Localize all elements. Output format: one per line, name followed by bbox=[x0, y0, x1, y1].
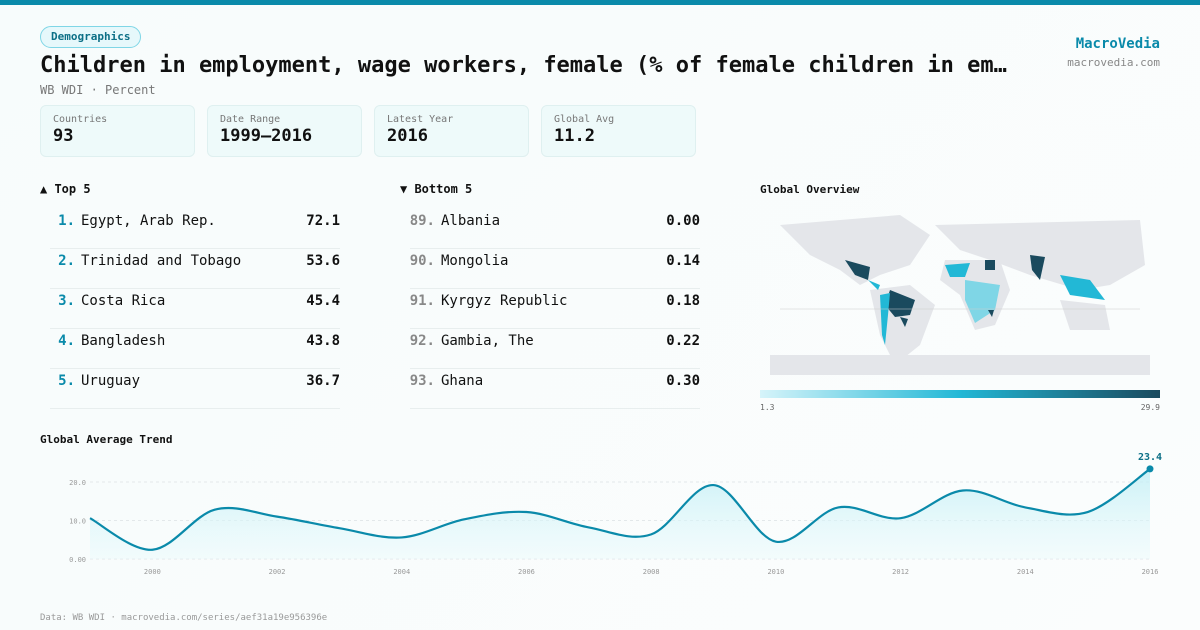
x-tick-label: 2006 bbox=[518, 568, 535, 576]
country-name: Gambia, The bbox=[441, 333, 534, 349]
map-legend-gradient bbox=[760, 390, 1160, 398]
country-name: Uruguay bbox=[81, 373, 141, 389]
country-name: Kyrgyz Republic bbox=[441, 293, 568, 309]
rank: 91. bbox=[409, 293, 435, 309]
country-value: 53.6 bbox=[306, 253, 340, 269]
x-tick-label: 2000 bbox=[144, 568, 161, 576]
stat-value: 93 bbox=[53, 126, 74, 146]
y-tick-label: 10.0 bbox=[69, 518, 86, 526]
y-tick-label: 20.0 bbox=[69, 479, 86, 487]
country-name: Bangladesh bbox=[81, 333, 166, 349]
country-name: Costa Rica bbox=[81, 293, 166, 309]
trend-area bbox=[90, 468, 1150, 559]
x-tick-label: 2004 bbox=[393, 568, 410, 576]
x-tick-label: 2002 bbox=[269, 568, 286, 576]
stat-label: Global Avg bbox=[554, 114, 615, 125]
y-tick-label: 0.00 bbox=[69, 556, 86, 564]
brand-name: MacroVedia bbox=[1075, 36, 1160, 52]
x-tick-label: 2016 bbox=[1142, 568, 1159, 576]
last-value-label: 23.4 bbox=[1138, 452, 1162, 463]
rank: 3. bbox=[58, 293, 75, 309]
rank: 2. bbox=[58, 253, 75, 269]
choropleth-countries bbox=[845, 255, 1105, 345]
rank: 1. bbox=[58, 213, 75, 229]
x-tick-label: 2014 bbox=[1017, 568, 1034, 576]
stat-label: Latest Year bbox=[387, 114, 454, 125]
country-name: Albania bbox=[441, 213, 501, 229]
page-title: Children in employment, wage workers, fe… bbox=[40, 53, 1010, 78]
country-name: Ghana bbox=[441, 373, 484, 389]
bottom-list-item[interactable]: 92. Gambia, The 0.22 bbox=[410, 329, 700, 369]
top-list-item[interactable]: 4. Bangladesh 43.8 bbox=[50, 329, 340, 369]
x-tick-label: 2010 bbox=[767, 568, 784, 576]
top-list-item[interactable]: 1. Egypt, Arab Rep. 72.1 bbox=[50, 209, 340, 249]
bottom-list-item[interactable]: 89. Albania 0.00 bbox=[410, 209, 700, 249]
world-map[interactable] bbox=[760, 205, 1160, 380]
brand-url: macrovedia.com bbox=[1067, 56, 1160, 69]
trend-chart: 0.00 10.0 20.0 2000 2002 2004 2006 2008 2010 2012… bbox=[69, 452, 1162, 576]
country-value: 72.1 bbox=[306, 213, 340, 229]
stat-value: 1999–2016 bbox=[220, 126, 313, 146]
country-value: 0.14 bbox=[666, 253, 700, 269]
country-value: 43.8 bbox=[306, 333, 340, 349]
top-accent-bar bbox=[0, 0, 1200, 5]
subtitle: WB WDI · Percent bbox=[40, 83, 156, 97]
rank: 90. bbox=[409, 253, 435, 269]
footer-source: Data: WB WDI · macrovedia.com/series/aef… bbox=[40, 613, 328, 623]
stat-global-avg: Global Avg 11.2 bbox=[541, 105, 696, 157]
rank: 92. bbox=[409, 333, 435, 349]
map-title: Global Overview bbox=[760, 183, 860, 196]
top5-title: ▲ Top 5 bbox=[40, 182, 91, 196]
x-tick-label: 2008 bbox=[643, 568, 660, 576]
stat-countries: Countries 93 bbox=[40, 105, 195, 157]
country-value: 36.7 bbox=[306, 373, 340, 389]
top-list-item[interactable]: 3. Costa Rica 45.4 bbox=[50, 289, 340, 329]
stat-latest-year: Latest Year 2016 bbox=[374, 105, 529, 157]
top-list-item[interactable]: 5. Uruguay 36.7 bbox=[50, 369, 340, 409]
data-point bbox=[1146, 465, 1154, 473]
bottom-list-item[interactable]: 90. Mongolia 0.14 bbox=[410, 249, 700, 289]
category-badge[interactable]: Demographics bbox=[40, 26, 142, 48]
stat-label: Date Range bbox=[220, 114, 281, 125]
stat-date-range: Date Range 1999–2016 bbox=[207, 105, 362, 157]
trend-title: Global Average Trend bbox=[40, 433, 173, 446]
country-value: 0.00 bbox=[666, 213, 700, 229]
country-value: 45.4 bbox=[306, 293, 340, 309]
rank: 5. bbox=[58, 373, 75, 389]
stat-value: 2016 bbox=[387, 126, 428, 146]
rank: 89. bbox=[409, 213, 435, 229]
legend-max: 29.9 bbox=[1140, 403, 1160, 412]
x-tick-label: 2012 bbox=[892, 568, 909, 576]
country-name: Trinidad and Tobago bbox=[81, 253, 242, 269]
rank: 93. bbox=[409, 373, 435, 389]
country-value: 0.30 bbox=[666, 373, 700, 389]
trend-line bbox=[89, 468, 1151, 551]
country-name: Mongolia bbox=[441, 253, 509, 269]
country-name: Egypt, Arab Rep. bbox=[81, 213, 216, 229]
country-value: 0.22 bbox=[666, 333, 700, 349]
bottom-list-item[interactable]: 91. Kyrgyz Republic 0.18 bbox=[410, 289, 700, 329]
bottom5-title: ▼ Bottom 5 bbox=[400, 182, 473, 196]
country-value: 0.18 bbox=[666, 293, 700, 309]
rank: 4. bbox=[58, 333, 75, 349]
bottom-list-item[interactable]: 93. Ghana 0.30 bbox=[410, 369, 700, 409]
top-list-item[interactable]: 2. Trinidad and Tobago 53.6 bbox=[50, 249, 340, 289]
stat-value: 11.2 bbox=[554, 126, 595, 146]
legend-min: 1.3 bbox=[760, 403, 775, 412]
stat-label: Countries bbox=[53, 114, 108, 125]
